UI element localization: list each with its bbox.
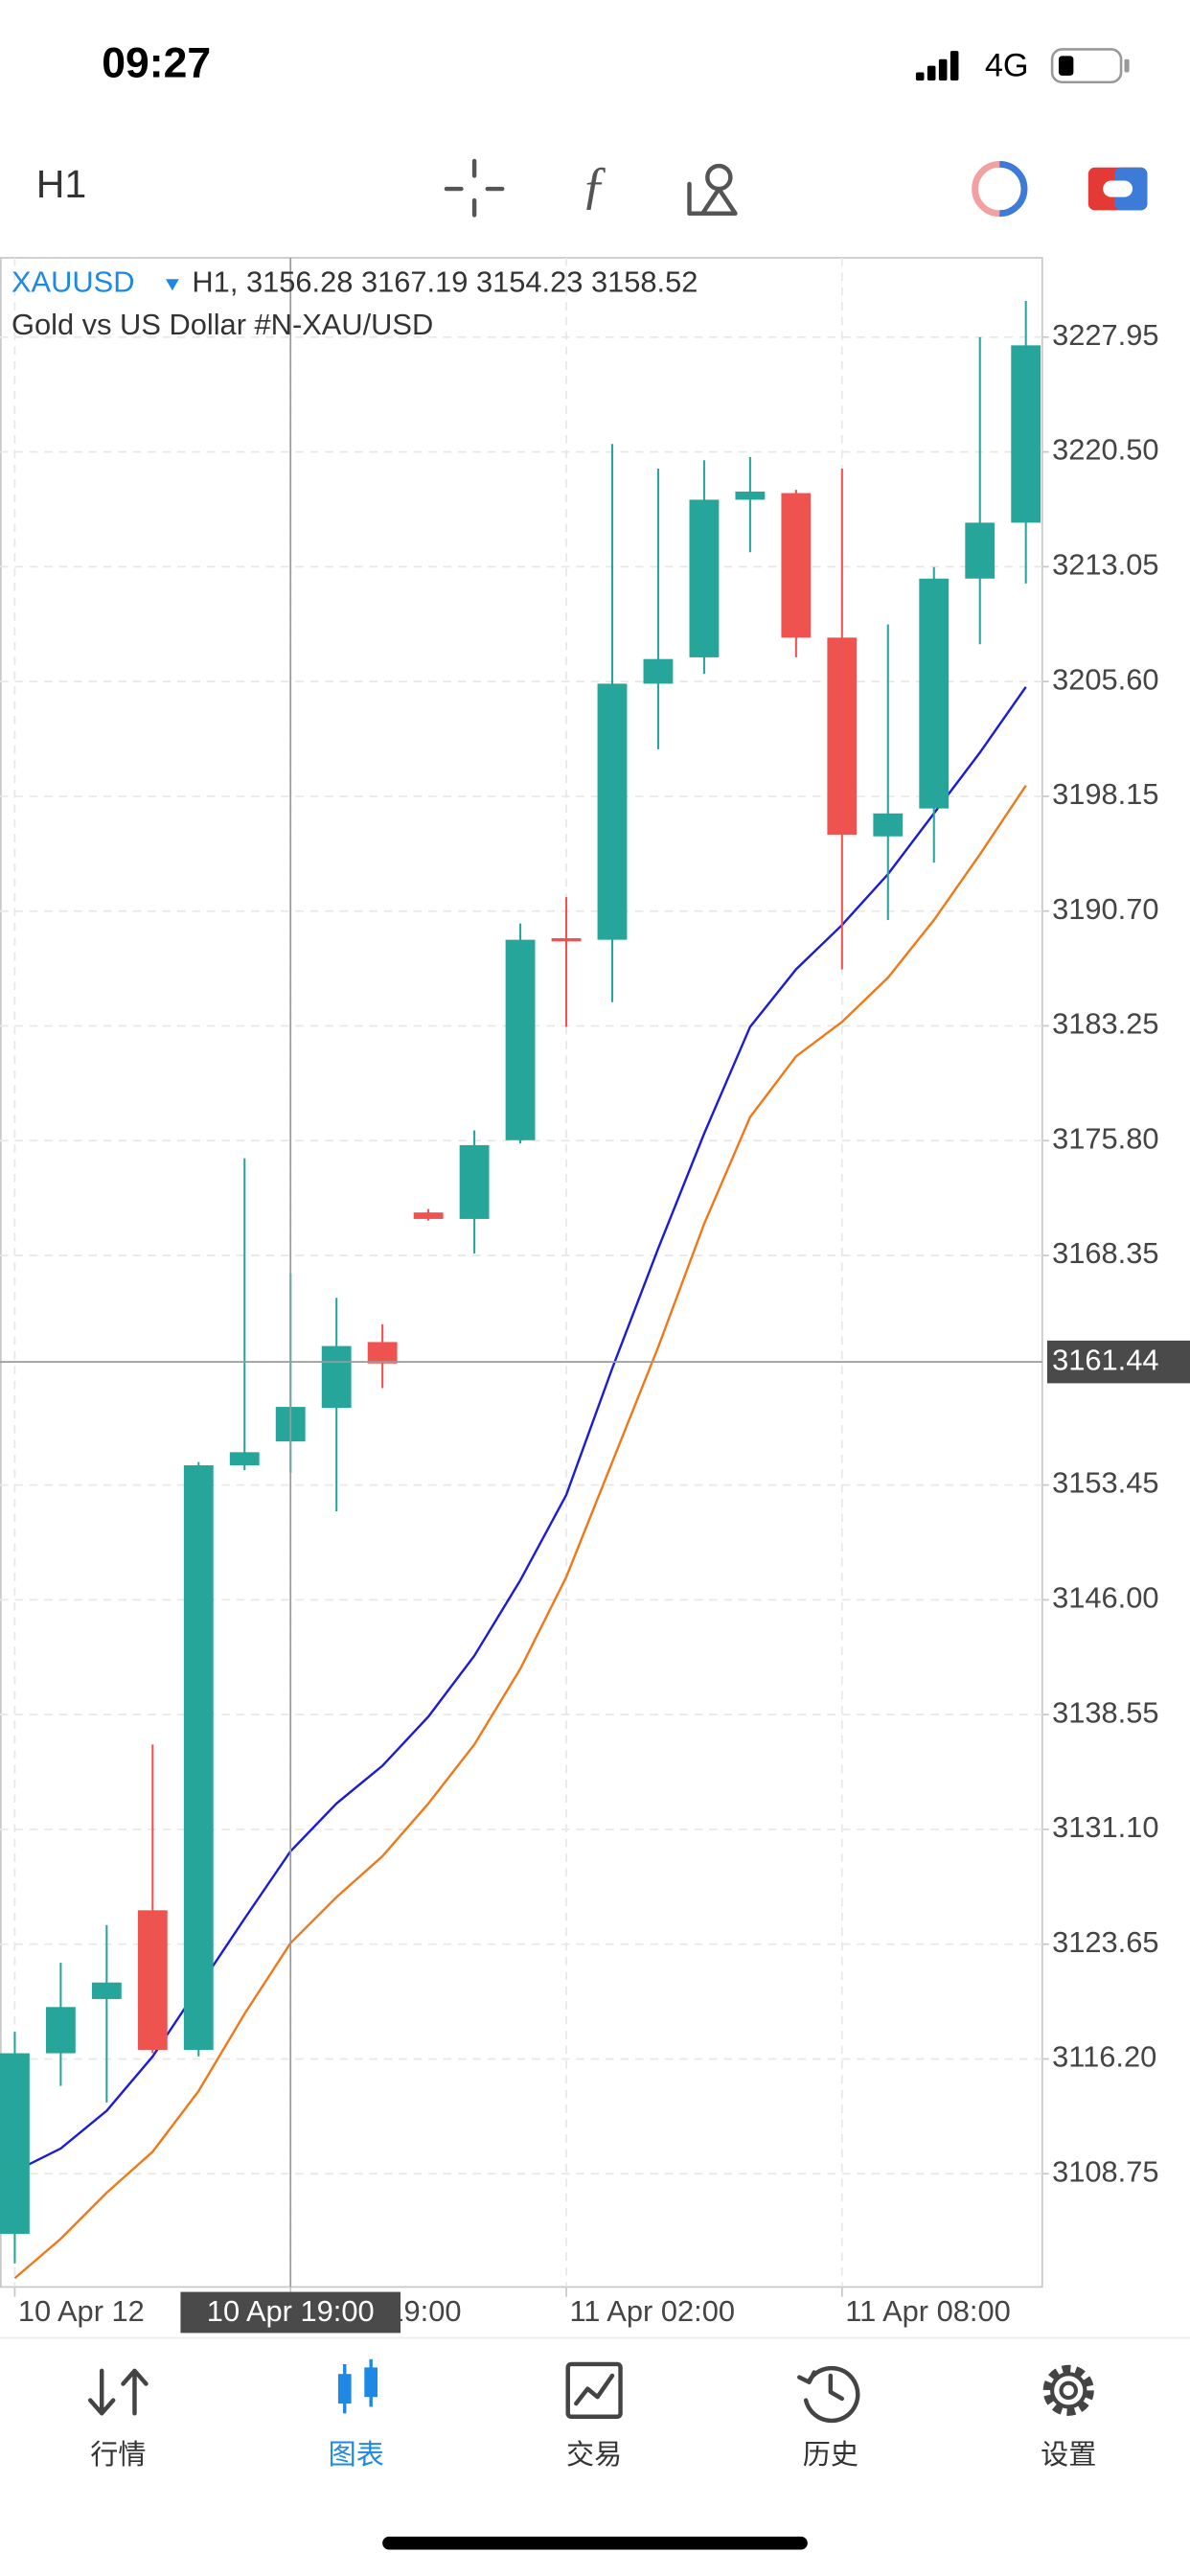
candle-body bbox=[873, 813, 904, 837]
y-tick-label: 3213.05 bbox=[1052, 548, 1158, 582]
candle-body bbox=[735, 491, 766, 500]
plot-frame bbox=[0, 257, 1043, 2288]
y-tick-label: 3123.65 bbox=[1052, 1925, 1158, 1959]
symbol[interactable]: XAUUSD bbox=[11, 265, 134, 299]
indicators-tool[interactable]: ƒ bbox=[581, 155, 606, 214]
candle-body bbox=[551, 938, 582, 942]
quotes-icon[interactable] bbox=[87, 2368, 149, 2416]
candle-body bbox=[45, 2007, 76, 2054]
y-tick-label: 3198.15 bbox=[1052, 777, 1158, 811]
tab-label[interactable]: 交易 bbox=[566, 2438, 622, 2471]
crosshair-price-label: 3161.44 bbox=[1052, 1343, 1158, 1376]
tab-label[interactable]: 设置 bbox=[1041, 2438, 1096, 2471]
candle-body bbox=[643, 658, 674, 684]
tab-label[interactable]: 图表 bbox=[329, 2438, 384, 2471]
signal-icon bbox=[915, 51, 959, 81]
candle-body bbox=[965, 522, 995, 579]
candle-body bbox=[229, 1452, 260, 1466]
candle-body bbox=[0, 2053, 30, 2234]
y-tick-label: 3168.35 bbox=[1052, 1236, 1158, 1270]
y-tick-label: 3108.75 bbox=[1052, 2154, 1158, 2188]
candle-body bbox=[321, 1346, 352, 1409]
crosshair-tool[interactable] bbox=[444, 158, 505, 218]
candle-body bbox=[689, 499, 720, 657]
y-tick-label: 3146.00 bbox=[1052, 1581, 1158, 1615]
y-tick-label: 3138.55 bbox=[1052, 1695, 1158, 1729]
objects-tool[interactable] bbox=[687, 163, 738, 217]
candle-body bbox=[919, 578, 950, 809]
chart-icon[interactable] bbox=[337, 2358, 378, 2414]
status-time: 09:27 bbox=[102, 39, 211, 86]
y-tick-label: 3227.95 bbox=[1052, 318, 1158, 352]
home-indicator bbox=[382, 2536, 808, 2550]
candle-body bbox=[413, 1212, 444, 1219]
crosshair-price-box bbox=[1046, 1340, 1190, 1384]
description: Gold vs US Dollar #N-XAU/USD bbox=[11, 308, 433, 341]
x-tick-label: 11 Apr 08:00 bbox=[845, 2294, 1011, 2328]
y-tick-label: 3175.80 bbox=[1052, 1121, 1158, 1155]
battery-icon bbox=[1050, 48, 1130, 84]
candle-body bbox=[183, 1465, 214, 2050]
y-tick-label: 3131.10 bbox=[1052, 1810, 1158, 1844]
crosshair-time-box bbox=[180, 2291, 400, 2334]
candle-body bbox=[505, 939, 536, 1140]
status-network: 4G bbox=[985, 47, 1029, 83]
candle-body bbox=[1011, 345, 1041, 523]
candle-body bbox=[827, 637, 858, 835]
tab-bar: 行情 图表 交易 历史 设置 bbox=[90, 2438, 1096, 2471]
y-tick-label: 3190.70 bbox=[1052, 892, 1158, 926]
trade-icon[interactable] bbox=[565, 2361, 623, 2419]
y-tick-label: 3205.60 bbox=[1052, 662, 1158, 696]
candle-body bbox=[597, 683, 628, 940]
ma-line bbox=[13, 686, 1027, 2173]
x-tick-label: 11 Apr 02:00 bbox=[569, 2294, 735, 2328]
x-tick-label: 10 Apr 12 bbox=[18, 2294, 145, 2328]
timeframe-button[interactable]: H1 bbox=[36, 162, 87, 206]
tab-label[interactable]: 历史 bbox=[803, 2438, 858, 2471]
candle-body bbox=[137, 1910, 168, 2050]
y-tick-label: 3220.50 bbox=[1052, 433, 1158, 467]
ohlc-text: H1, 3156.28 3167.19 3154.23 3158.52 bbox=[192, 265, 698, 299]
y-tick-label: 3116.20 bbox=[1052, 2040, 1156, 2074]
y-tick-label: 3183.25 bbox=[1052, 1007, 1158, 1041]
ma-line bbox=[13, 785, 1027, 2280]
candle-body bbox=[367, 1342, 398, 1364]
marks bbox=[0, 301, 1041, 2280]
trading-icon[interactable] bbox=[972, 160, 1028, 218]
account-icon[interactable] bbox=[1087, 167, 1148, 211]
crosshair-time-label: 10 Apr 19:00 bbox=[207, 2294, 375, 2328]
y-tick-label: 3153.45 bbox=[1052, 1466, 1158, 1500]
tab-label[interactable]: 行情 bbox=[90, 2438, 146, 2471]
settings-icon[interactable] bbox=[1042, 2364, 1094, 2416]
candle-body bbox=[781, 493, 812, 638]
candle-body bbox=[459, 1144, 490, 1219]
symbol-dropdown[interactable] bbox=[166, 279, 179, 291]
overlay: 10 Apr 19:00 3161.44 bbox=[0, 258, 1190, 2334]
history-icon[interactable] bbox=[797, 2365, 860, 2424]
candle-body bbox=[91, 1982, 122, 1999]
